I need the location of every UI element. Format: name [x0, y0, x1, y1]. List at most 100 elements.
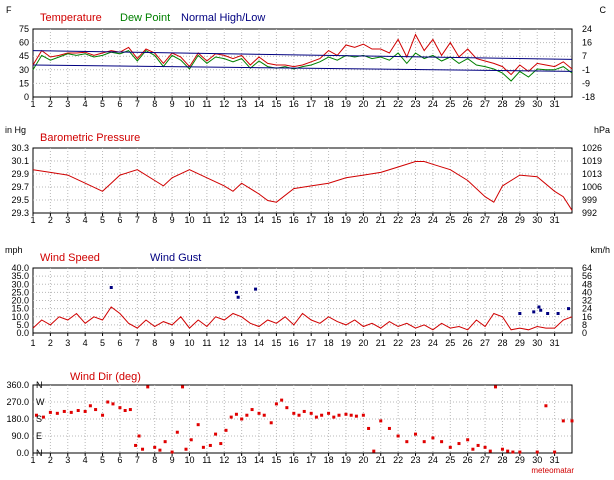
x-tick-label: 31 [550, 338, 560, 348]
y-tick-label: 60 [19, 38, 29, 48]
x-tick-label: 22 [393, 455, 403, 465]
x-tick-label: 4 [83, 455, 88, 465]
series-line [32, 64, 573, 72]
y-tick-label-right: 1026 [582, 143, 602, 153]
plot-frame [32, 147, 573, 214]
x-tick-label: 30 [532, 99, 542, 109]
x-tick-label: 8 [152, 99, 157, 109]
y-tick-label: 30.3 [11, 143, 29, 153]
x-tick-label: 13 [237, 455, 247, 465]
x-tick-label: 26 [463, 99, 473, 109]
y-tick-label-right: 16 [582, 312, 592, 322]
data-point [567, 307, 571, 311]
right-unit-label: hPa [594, 125, 610, 135]
data-point [344, 412, 348, 416]
x-tick-label: 9 [170, 338, 175, 348]
x-tick-label: 23 [411, 338, 421, 348]
x-tick-label: 9 [170, 99, 175, 109]
y-tick-label: 30.0 [11, 279, 29, 289]
x-tick-label: 18 [324, 99, 334, 109]
y-tick-label: 270.0 [6, 397, 29, 407]
data-point [134, 443, 138, 447]
dir-letter: E [36, 431, 42, 441]
x-tick-label: 27 [480, 215, 490, 225]
x-tick-label: 4 [83, 215, 88, 225]
y-tick-label-right: -18 [582, 92, 595, 102]
x-tick-label: 20 [358, 215, 368, 225]
legend-entry: Normal High/Low [181, 12, 265, 24]
x-tick-label: 29 [515, 338, 525, 348]
dir-letter: N [36, 380, 43, 390]
y-tick-label: 40.0 [11, 263, 29, 273]
x-tick-label: 4 [83, 338, 88, 348]
data-point [297, 413, 301, 417]
x-tick-label: 13 [237, 338, 247, 348]
data-point [518, 312, 522, 315]
data-point [236, 295, 240, 299]
data-point [101, 413, 105, 417]
x-tick-label: 21 [376, 455, 386, 465]
x-tick-label: 16 [289, 215, 299, 225]
data-point [302, 409, 306, 413]
data-point [471, 447, 475, 451]
x-tick-label: 29 [515, 455, 525, 465]
x-tick-label: 30 [532, 455, 542, 465]
chart-title: Wind Dir (deg) [70, 371, 141, 383]
data-point [257, 411, 261, 415]
x-tick-label: 3 [65, 215, 70, 225]
x-tick-label: 11 [202, 338, 211, 348]
data-point [457, 442, 461, 446]
data-point [280, 398, 284, 402]
y-tick-label: 45 [19, 51, 29, 61]
legend-entry: Temperature [40, 12, 102, 24]
data-point [511, 450, 515, 454]
x-tick-label: 22 [393, 215, 403, 225]
series-line [32, 306, 573, 331]
data-point [208, 443, 212, 447]
data-point [500, 447, 504, 451]
data-point [146, 385, 150, 389]
left-unit-label: in Hg [5, 125, 26, 135]
x-tick-label: 20 [358, 455, 368, 465]
x-tick-label: 26 [463, 338, 473, 348]
dir-letter: S [36, 414, 42, 424]
x-tick-label: 5 [100, 338, 105, 348]
x-tick-label: 4 [83, 99, 88, 109]
data-point [537, 305, 541, 309]
data-point [118, 406, 122, 410]
x-tick-label: 13 [237, 99, 247, 109]
y-tick-label-right: 0 [582, 328, 587, 338]
x-tick-label: 31 [550, 215, 560, 225]
x-tick-label: 14 [254, 338, 264, 348]
dir-letter: W [36, 397, 45, 407]
x-tick-label: 19 [341, 455, 351, 465]
x-tick-label: 24 [428, 455, 438, 465]
x-tick-label: 8 [152, 215, 157, 225]
y-tick-label-right: 24 [582, 24, 592, 34]
x-tick-label: 19 [341, 338, 351, 348]
x-tick-label: 24 [428, 215, 438, 225]
x-tick-label: 15 [271, 338, 281, 348]
x-tick-label: 1 [30, 215, 35, 225]
data-point [234, 412, 238, 416]
x-tick-label: 10 [184, 99, 194, 109]
data-point [405, 440, 409, 444]
y-tick-label-right: 48 [582, 279, 592, 289]
data-point [88, 404, 92, 408]
x-tick-label: 17 [306, 99, 316, 109]
y-tick-label-right: 8 [582, 320, 587, 330]
x-tick-label: 27 [480, 99, 490, 109]
data-point [327, 411, 331, 415]
x-tick-label: 9 [170, 455, 175, 465]
x-tick-label: 23 [411, 215, 421, 225]
data-point [285, 406, 289, 410]
x-tick-label: 5 [100, 455, 105, 465]
data-point [483, 445, 487, 449]
x-tick-label: 18 [324, 338, 334, 348]
x-tick-label: 31 [550, 455, 560, 465]
x-tick-label: 25 [445, 455, 455, 465]
left-unit-label: F [6, 5, 12, 15]
x-tick-label: 8 [152, 455, 157, 465]
x-tick-label: 6 [117, 215, 122, 225]
x-tick-label: 30 [532, 338, 542, 348]
